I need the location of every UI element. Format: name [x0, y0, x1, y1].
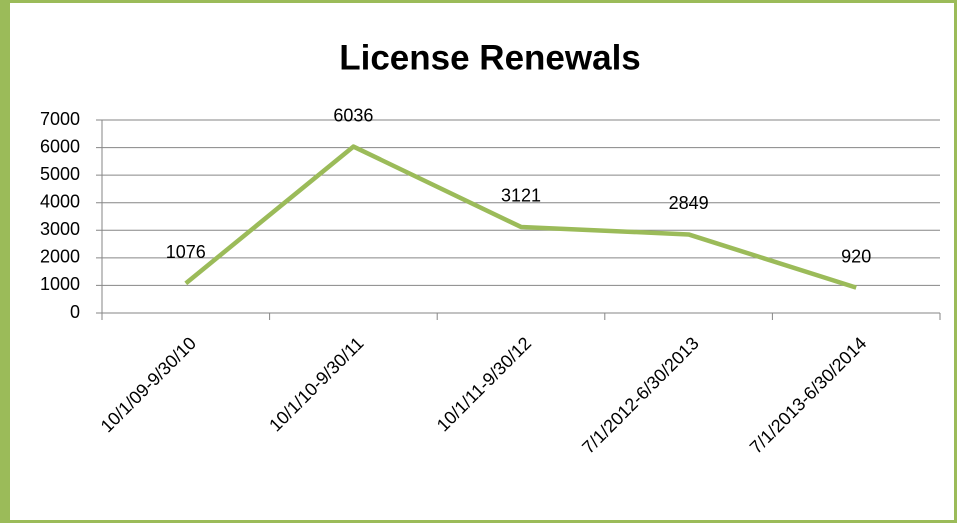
- y-tick-label: 4000: [40, 191, 80, 211]
- y-tick-label: 1000: [40, 274, 80, 294]
- chart-title: License Renewals: [339, 38, 641, 77]
- y-tick-label: 2000: [40, 247, 80, 267]
- data-line: [184, 144, 857, 290]
- data-label: 1076: [166, 242, 206, 262]
- y-tick-label: 5000: [40, 164, 80, 184]
- y-tick-label: 0: [70, 302, 80, 322]
- data-label: 2849: [669, 193, 709, 213]
- data-label: 6036: [333, 105, 373, 125]
- y-tick-label: 7000: [40, 109, 80, 129]
- data-label: 3121: [501, 186, 541, 206]
- data-label: 920: [841, 246, 871, 266]
- y-tick-label: 3000: [40, 219, 80, 239]
- chart-border-left: [0, 0, 10, 523]
- y-tick-label: 6000: [40, 136, 80, 156]
